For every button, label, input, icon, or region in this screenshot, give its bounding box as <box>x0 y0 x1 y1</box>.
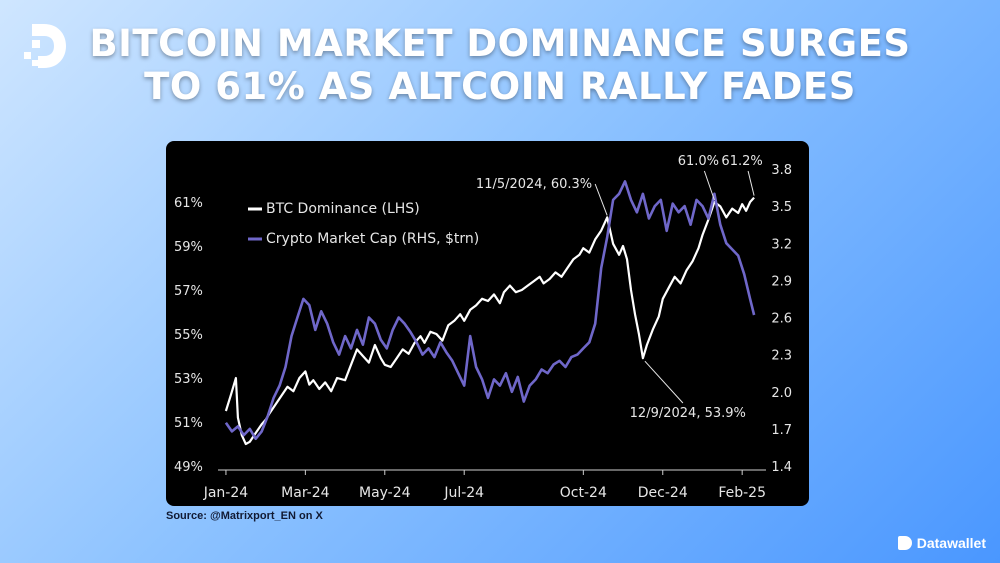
y-left-tick-label: 57% <box>174 284 203 299</box>
y-left-tick-label: 51% <box>174 416 203 431</box>
market-cap-line <box>224 180 756 441</box>
annotation-trough-leader <box>644 360 684 404</box>
legend-label: BTC Dominance (LHS) <box>266 201 420 217</box>
title-line-2: TO 61% AS ALTCOIN RALLY FADES <box>144 65 856 108</box>
y-right-tick-label: 3.8 <box>771 163 792 178</box>
x-tick-label: Mar-24 <box>281 485 329 501</box>
annotation-61-0-label: 61.0% <box>678 154 719 169</box>
x-tick-label: May-24 <box>359 485 411 501</box>
legend-label: Crypto Market Cap (RHS, $trn) <box>266 231 479 247</box>
brand-mark: Datawallet <box>897 535 986 551</box>
brand-name: Datawallet <box>916 535 986 551</box>
y-left-tick-label: 61% <box>174 196 203 211</box>
x-tick-label: Dec-24 <box>638 485 688 501</box>
x-tick-label: Oct-24 <box>560 485 607 501</box>
annotation-trough-label: 12/9/2024, 53.9% <box>630 406 746 421</box>
brand-logo-icon <box>20 18 74 74</box>
y-right-tick-label: 2.3 <box>771 349 792 364</box>
line-chart: Jan-24 Mar-24 May-24 Jul-24 Oct-24 Dec-24 Feb-… <box>174 154 792 501</box>
annotation-61-2-leader <box>747 170 755 196</box>
chart-card: Jan-24 Mar-24 May-24 Jul-24 Oct-24 Dec-24 Feb-… <box>166 141 809 506</box>
annotation-61-0-leader <box>703 170 715 201</box>
datawallet-icon <box>897 536 912 550</box>
y-right-tick-label: 1.7 <box>771 423 792 438</box>
btc-dominance-line <box>224 196 755 446</box>
annotation-peak-leader <box>594 183 608 216</box>
title-line-1: BITCOIN MARKET DOMINANCE SURGES <box>89 22 911 65</box>
annotation-peak-label: 11/5/2024, 60.3% <box>476 177 592 192</box>
x-tick-label: Jul-24 <box>443 485 484 501</box>
y-left-tick-label: 55% <box>174 328 203 343</box>
y-right-tick-label: 3.2 <box>771 237 792 252</box>
y-right-tick-label: 2.0 <box>771 386 792 401</box>
page-title: BITCOIN MARKET DOMINANCE SURGES TO 61% A… <box>0 22 1000 108</box>
y-right-tick-label: 3.5 <box>771 200 792 215</box>
annotation-61-2-label: 61.2% <box>721 154 762 169</box>
x-tick-label: Feb-25 <box>718 485 766 501</box>
y-left-tick-label: 49% <box>174 460 203 475</box>
y-left-tick-label: 53% <box>174 372 203 387</box>
y-right-tick-label: 2.6 <box>771 312 792 327</box>
x-tick-label: Jan-24 <box>203 485 249 501</box>
source-caption: Source: @Matrixport_EN on X <box>166 510 323 522</box>
y-left-tick-label: 59% <box>174 240 203 255</box>
y-right-tick-label: 2.9 <box>771 274 792 289</box>
y-right-tick-label: 1.4 <box>771 460 792 475</box>
